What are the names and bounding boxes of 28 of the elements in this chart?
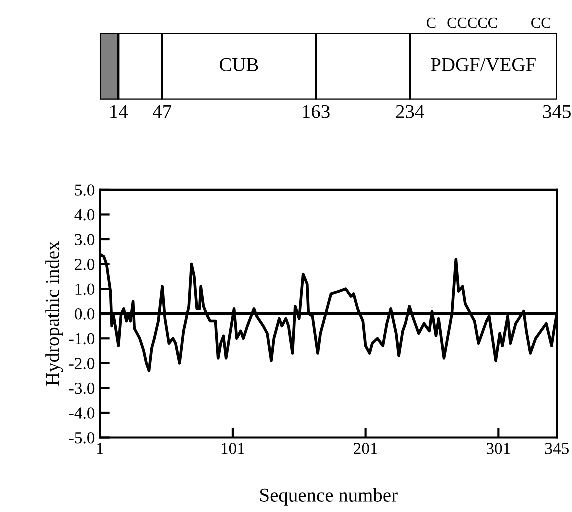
text: CCCCC <box>448 18 498 28</box>
x-tick-label: 1 <box>97 443 104 454</box>
x-tick-label: 163 <box>303 105 330 118</box>
y-axis-title: Hydropathic index <box>46 241 64 386</box>
y-tick-label: 4.0 <box>74 209 95 221</box>
data-label: PDGF/VEGF <box>431 58 536 72</box>
y-tick-label: 0.0 <box>75 308 95 320</box>
x-axis-title: Sequence number <box>260 488 398 506</box>
y-tick-label: 3.0 <box>75 234 95 246</box>
y-tick-label: 1.0 <box>76 284 95 296</box>
text: CC <box>532 18 550 28</box>
y-tick-label: -5.0 <box>69 432 95 444</box>
x-tick-label: 345 <box>543 105 571 118</box>
y-tick-label: 5.0 <box>75 184 95 196</box>
x-tick-label: 14 <box>110 105 128 118</box>
x-tick-label: 345 <box>545 443 569 454</box>
y-tick-label: -3.0 <box>69 382 95 394</box>
y-tick-label: -4.0 <box>69 408 95 419</box>
x-tick-label: 47 <box>153 105 172 118</box>
y-tick-label: 2.0 <box>75 258 95 270</box>
x-tick-label: 301 <box>486 443 510 454</box>
y-tick-label: -2.0 <box>69 358 95 370</box>
y-tick-label: -1.0 <box>69 333 95 345</box>
x-tick-label: 201 <box>354 443 378 454</box>
text: C <box>426 18 436 28</box>
x-tick-label: 234 <box>396 105 424 118</box>
data-label: CUB <box>220 58 258 72</box>
x-tick-label: 101 <box>222 443 244 454</box>
